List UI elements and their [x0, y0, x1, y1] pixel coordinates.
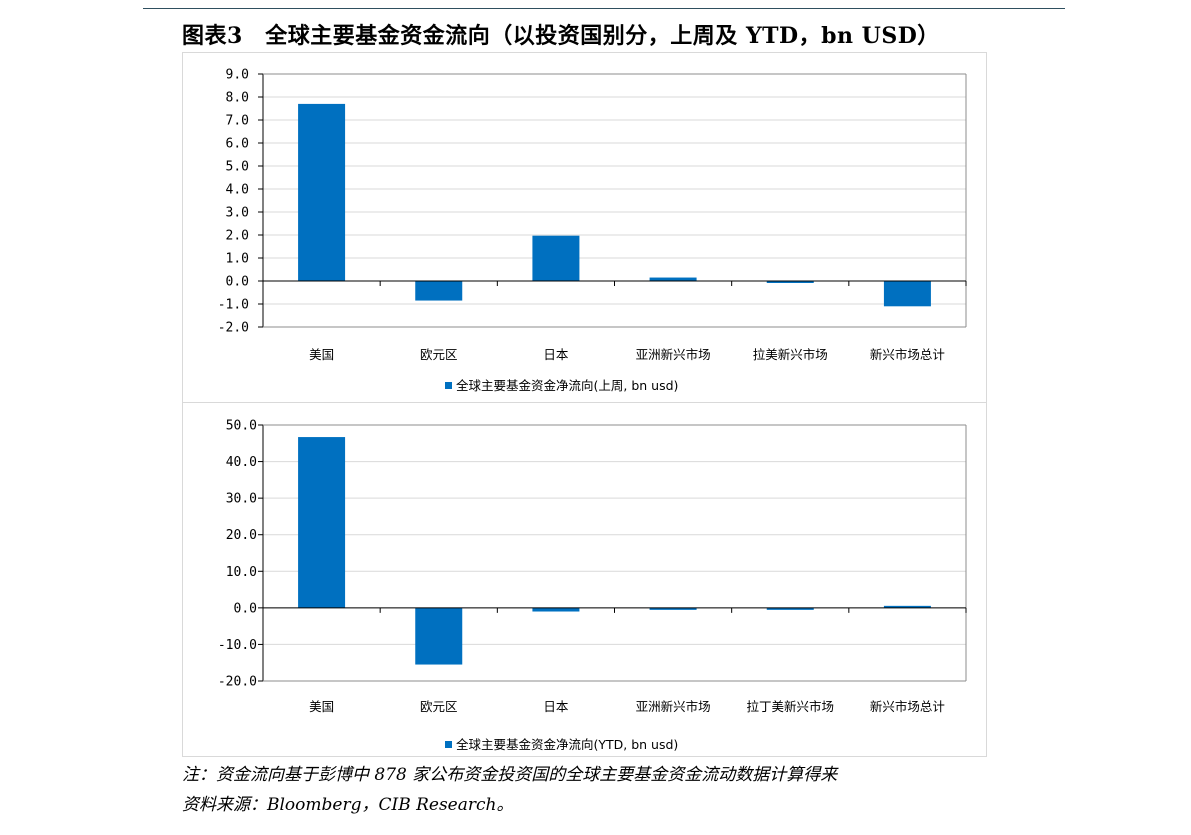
y-tick-label: 7.0 — [226, 114, 249, 129]
figure-title: 图表3 全球主要基金资金流向（以投资国别分，上周及 YTD，bn USD） — [182, 23, 940, 49]
legend-swatch — [445, 741, 452, 748]
bar — [532, 607, 580, 612]
source-note: 资料来源：Bloomberg，CIB Research。 — [182, 795, 514, 815]
y-tick-label: 20.0 — [226, 528, 257, 543]
y-tick-label: 0.0 — [234, 601, 257, 616]
y-tick-label: 0.0 — [226, 275, 249, 290]
category-label: 欧元区 — [420, 699, 458, 714]
y-tick-label: 6.0 — [226, 137, 249, 152]
y-tick-label: 40.0 — [226, 455, 257, 470]
chart-weekly: 9.0 8.0 7.0 6.0 5.0 4.0 3.0 2.0 1.0 0.0 -1.0 -2.0 美国… — [218, 68, 967, 393]
category-label: 拉美新兴市场 — [753, 347, 828, 362]
y-tick-label: 4.0 — [226, 183, 249, 198]
chart-panel-ytd: 50.0 40.0 30.0 20.0 10.0 0.0 -10.0 -20.0 美国 欧元区 日本… — [182, 402, 987, 757]
y-tick-label: 1.0 — [226, 252, 249, 267]
bar — [649, 277, 697, 281]
y-tick-label: -1.0 — [218, 298, 249, 313]
category-label: 日本 — [543, 347, 569, 362]
bar — [883, 605, 931, 608]
category-label: 日本 — [543, 699, 569, 714]
chart-panel-weekly: 9.0 8.0 7.0 6.0 5.0 4.0 3.0 2.0 1.0 0.0 -1.0 -2.0 美国… — [182, 52, 987, 403]
y-tick-label: 30.0 — [226, 492, 257, 507]
y-tick-label: -2.0 — [218, 321, 249, 336]
category-label: 新兴市场总计 — [870, 347, 945, 362]
bar — [298, 437, 346, 608]
bar — [415, 607, 463, 665]
category-label: 亚洲新兴市场 — [636, 347, 711, 362]
chart-ytd: 50.0 40.0 30.0 20.0 10.0 0.0 -10.0 -20.0 美国 欧元区 日本… — [218, 419, 967, 752]
bar — [883, 281, 931, 307]
y-tick-label: -10.0 — [218, 638, 257, 653]
top-rule — [143, 8, 1065, 9]
y-tick-label: 5.0 — [226, 160, 249, 175]
category-label: 美国 — [309, 347, 334, 362]
category-label: 欧元区 — [420, 347, 458, 362]
y-tick-label: 2.0 — [226, 229, 249, 244]
bar — [298, 103, 346, 282]
y-tick-label: 10.0 — [226, 565, 257, 580]
bar — [649, 607, 697, 610]
legend-label: 全球主要基金资金净流向(YTD, bn usd) — [456, 737, 678, 752]
bar — [766, 607, 814, 610]
y-tick-label: 3.0 — [226, 206, 249, 221]
y-tick-label: -20.0 — [218, 675, 257, 690]
legend-swatch — [445, 382, 452, 389]
bar — [415, 281, 463, 301]
bar — [532, 235, 580, 281]
y-tick-label: 50.0 — [226, 419, 257, 434]
bar — [766, 281, 814, 283]
y-tick-label: 9.0 — [226, 68, 249, 83]
category-label: 拉丁美新兴市场 — [746, 699, 834, 714]
legend-label: 全球主要基金资金净流向(上周, bn usd) — [456, 378, 678, 393]
category-label: 亚洲新兴市场 — [636, 699, 711, 714]
category-label: 新兴市场总计 — [870, 699, 945, 714]
y-tick-label: 8.0 — [226, 91, 249, 106]
category-label: 美国 — [309, 699, 334, 714]
footnote: 注：资金流向基于彭博中 878 家公布资金投资国的全球主要基金资金流动数据计算得… — [182, 765, 838, 785]
